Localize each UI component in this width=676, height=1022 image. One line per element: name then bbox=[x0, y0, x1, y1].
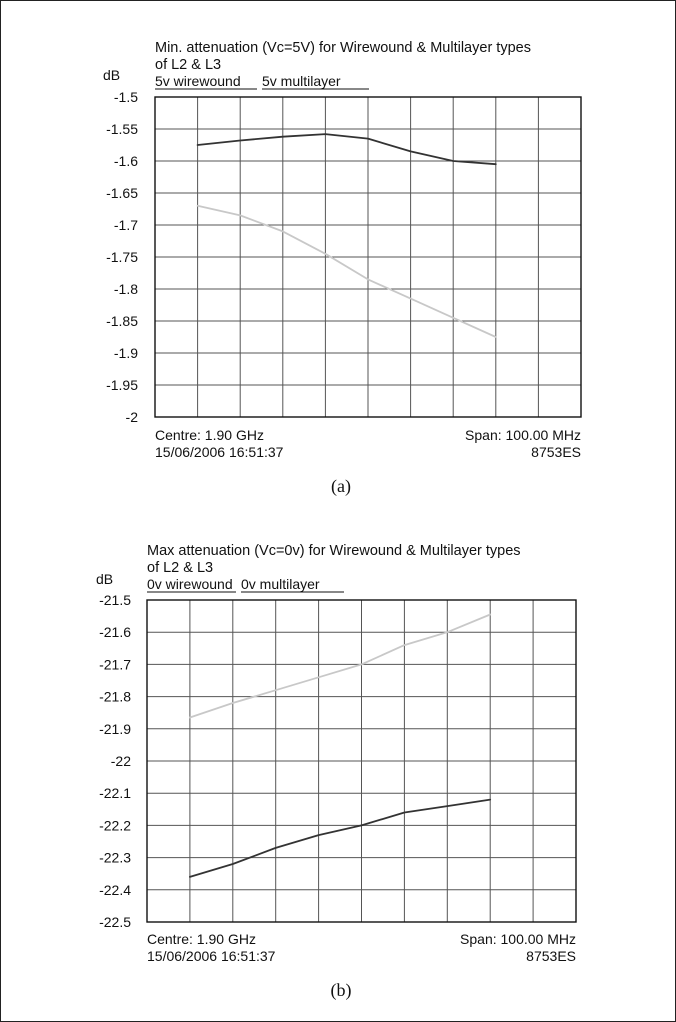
chart-b-plot-area: -21.5 -21.6 -21.7 -21.8 -21.9 -22 -22.1 -22.2 -2… bbox=[99, 592, 577, 930]
chart-b-plot-frame bbox=[146, 599, 577, 923]
chart-a-ylabel: dB bbox=[103, 67, 120, 83]
chart-b-ytick-label: -22.3 bbox=[99, 850, 131, 866]
chart-a: Min. attenuation (Vc=5V) for Wirewound &… bbox=[103, 40, 582, 497]
chart-a-series-multilayer-line bbox=[196, 204, 497, 338]
chart-b-legend-1: 0v multilayer bbox=[241, 576, 320, 592]
chart-b-centre-label: Centre: 1.90 GHz bbox=[147, 931, 256, 947]
chart-a-ytick-label: -1.75 bbox=[106, 249, 138, 265]
chart-a-ytick-label: -1.6 bbox=[114, 153, 138, 169]
chart-a-ytick-label: -1.55 bbox=[106, 121, 138, 137]
chart-a-plot-frame bbox=[154, 96, 582, 418]
chart-a-series-wirewound-line bbox=[196, 133, 497, 166]
chart-b-ylabel: dB bbox=[96, 571, 113, 587]
chart-a-plot-area: -1.5 -1.55 -1.6 -1.65 -1.7 -1.75 -1.8 -1.85 -1.9… bbox=[106, 89, 582, 425]
chart-a-ytick-label: -1.7 bbox=[114, 217, 138, 233]
chart-b-ytick-label: -22.2 bbox=[99, 817, 131, 833]
chart-b-ytick-label: -21.6 bbox=[99, 624, 131, 640]
chart-b-timestamp: 15/06/2006 16:51:37 bbox=[147, 948, 276, 964]
chart-b-series-multilayer-line bbox=[188, 613, 492, 719]
chart-a-ytick-label: -1.9 bbox=[114, 345, 138, 361]
chart-b-ytick-label: -21.9 bbox=[99, 721, 131, 737]
chart-b-ytick-label: -21.8 bbox=[99, 689, 131, 705]
chart-a-title-line2: of L2 & L3 bbox=[155, 57, 221, 73]
chart-b-span-label: Span: 100.00 MHz bbox=[460, 931, 576, 947]
chart-a-legend-1: 5v multilayer bbox=[262, 73, 341, 89]
chart-a-ytick-label: -1.95 bbox=[106, 377, 138, 393]
chart-b-title-line2: of L2 & L3 bbox=[147, 560, 213, 576]
chart-a-ytick-label: -2 bbox=[126, 409, 139, 425]
chart-b-series-wirewound-line bbox=[188, 798, 492, 878]
chart-b-ytick-label: -22.5 bbox=[99, 914, 131, 930]
chart-b-caption: (b) bbox=[331, 980, 352, 1001]
chart-a-span-label: Span: 100.00 MHz bbox=[465, 427, 581, 443]
chart-a-caption: (a) bbox=[331, 476, 351, 497]
chart-b-ytick-label: -21.7 bbox=[99, 656, 131, 672]
chart-a-legend-0: 5v wirewound bbox=[155, 73, 241, 89]
chart-b-title: Max attenuation (Vc=0v) for Wirewound & … bbox=[147, 543, 521, 559]
chart-a-title: Min. attenuation (Vc=5V) for Wirewound &… bbox=[155, 40, 531, 56]
chart-b-legend-0: 0v wirewound bbox=[147, 576, 233, 592]
chart-b-ytick-label: -22.4 bbox=[99, 882, 131, 898]
chart-a-ytick-label: -1.85 bbox=[106, 313, 138, 329]
chart-a-ytick-label: -1.65 bbox=[106, 185, 138, 201]
chart-a-centre-label: Centre: 1.90 GHz bbox=[155, 427, 264, 443]
chart-b-ytick-label: -22.1 bbox=[99, 785, 131, 801]
chart-b: Max attenuation (Vc=0v) for Wirewound & … bbox=[96, 543, 577, 1001]
chart-b-instrument: 8753ES bbox=[526, 948, 576, 964]
chart-a-ytick-label: -1.5 bbox=[114, 89, 138, 105]
chart-b-ytick-label: -21.5 bbox=[99, 592, 131, 608]
chart-a-instrument: 8753ES bbox=[531, 444, 581, 460]
chart-b-ytick-label: -22 bbox=[111, 753, 131, 769]
chart-a-timestamp: 15/06/2006 16:51:37 bbox=[155, 444, 284, 460]
chart-a-ytick-label: -1.8 bbox=[114, 281, 138, 297]
